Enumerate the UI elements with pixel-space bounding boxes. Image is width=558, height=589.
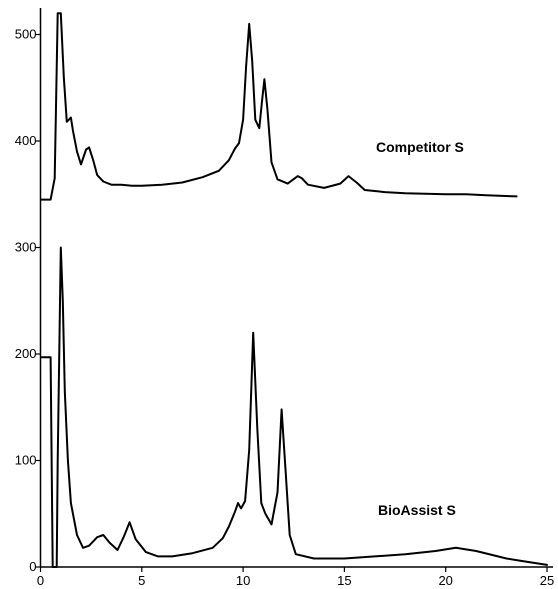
y-tick-label: 500 [15, 27, 37, 42]
traces [40, 12, 548, 568]
y-tick-label: 300 [15, 240, 37, 255]
y-tick-label: 100 [15, 453, 37, 468]
x-tick-label: 25 [540, 573, 554, 588]
x-tick-label: 10 [236, 573, 250, 588]
axes: 0 100 200 300 400 500 0 5 10 15 20 25 [15, 8, 554, 588]
x-tick-label: 5 [138, 573, 145, 588]
series-label: BioAssist S [378, 502, 456, 518]
y-tick-label: 200 [15, 346, 37, 361]
y-tick-label: 0 [29, 559, 36, 574]
x-tick-label: 15 [337, 573, 351, 588]
x-tick-label: 0 [37, 573, 44, 588]
series-line-bioassist-s [40, 246, 548, 568]
series-line-competitor-s [40, 12, 518, 201]
x-tick-label: 20 [438, 573, 452, 588]
y-tick-label: 400 [15, 133, 37, 148]
series-label: Competitor S [376, 139, 464, 155]
series-labels: Competitor S BioAssist S [376, 139, 464, 518]
